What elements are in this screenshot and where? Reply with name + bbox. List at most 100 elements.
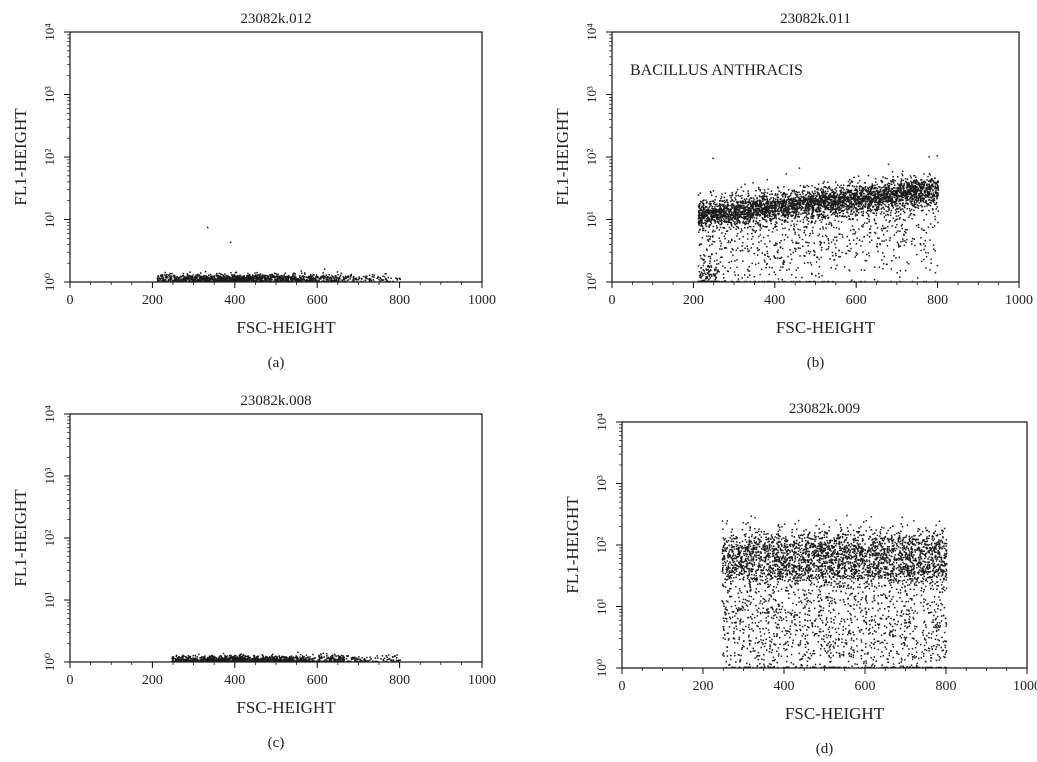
data-point [734,205,736,208]
data-point [698,206,700,208]
data-point [917,197,919,200]
data-point [195,274,197,276]
data-point [782,194,784,196]
data-point [213,280,216,283]
data-point [840,187,843,189]
data-point [865,190,867,192]
data-point [774,216,776,218]
data-point [780,210,782,212]
data-point [772,196,774,199]
data-point [862,205,864,208]
data-point [780,203,783,205]
data-point [752,214,755,216]
data-point [720,207,723,210]
data-point [878,199,881,201]
data-point [808,205,810,208]
data-point [712,236,714,238]
data-point [931,208,934,210]
data-point [190,275,192,277]
x-axis-label: FSC-HEIGHT [776,318,876,337]
data-point [312,277,315,279]
data-point [259,277,261,279]
data-point [746,205,748,207]
data-point [905,202,907,205]
data-point [812,200,814,203]
data-point [913,214,916,216]
data-point [224,276,226,279]
data-point [280,274,283,277]
data-point [821,205,823,207]
data-point [323,268,326,270]
data-point [844,215,846,217]
data-point [810,215,812,218]
data-point [716,210,719,213]
data-point [912,193,915,196]
data-point [774,224,776,226]
data-point [923,187,925,189]
data-point [760,211,762,214]
data-point [314,278,317,280]
data-point [785,206,788,209]
data-point [928,204,930,206]
data-point [841,204,843,206]
data-point [913,179,916,181]
data-point [828,198,830,200]
data-point [759,190,761,192]
data-point [334,275,337,277]
data-point [817,191,819,194]
data-point [771,209,773,211]
data-point [842,191,844,193]
data-point [705,215,707,217]
data-point [730,212,733,214]
data-point [790,214,792,216]
data-point [390,277,392,279]
x-tick-label: 600 [307,293,328,308]
data-point [779,201,781,203]
data-point [774,193,777,195]
data-point [889,214,892,217]
data-point [810,193,812,196]
data-point [742,200,744,203]
data-point [713,211,715,214]
x-axis-label: FSC-HEIGHT [236,318,336,337]
data-point [711,205,714,208]
data-point [378,278,380,281]
data-point [854,199,857,201]
data-point [230,278,232,280]
data-point [875,200,877,202]
data-point [203,278,206,281]
data-point [934,203,936,205]
data-point [935,187,938,189]
data-point [783,201,785,204]
data-point [769,218,772,220]
data-point [219,280,221,282]
data-point [299,277,301,279]
data-point [858,196,860,198]
data-point [798,211,800,214]
data-point [333,277,335,280]
data-point [287,276,289,278]
data-point [379,277,382,280]
data-point [376,277,379,279]
data-point [740,207,743,209]
data-point [737,203,739,205]
data-point [775,214,777,216]
data-point [221,277,223,279]
data-point [718,214,720,217]
data-point [774,213,777,216]
data-point [722,220,725,223]
data-point [728,211,730,213]
data-point [885,197,887,199]
data-point [737,227,740,229]
data-point [765,219,767,221]
data-point [322,272,324,274]
data-point [913,196,916,198]
data-point [777,205,779,207]
data-point [169,278,172,281]
data-point [352,280,355,283]
data-point [900,181,902,183]
data-point [743,217,746,220]
data-point [698,223,700,225]
data-point [915,179,917,181]
y-tick-label: 10³ [584,86,599,103]
